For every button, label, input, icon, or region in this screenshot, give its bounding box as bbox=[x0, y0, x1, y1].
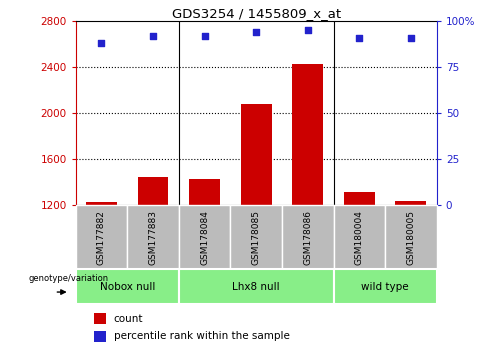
Bar bbox=[86, 202, 117, 205]
Bar bbox=[179, 269, 334, 304]
Bar bbox=[334, 205, 385, 269]
Point bbox=[355, 35, 363, 41]
Bar bbox=[76, 269, 179, 304]
Bar bbox=[127, 205, 179, 269]
Text: Nobox null: Nobox null bbox=[100, 282, 155, 292]
Bar bbox=[344, 192, 375, 205]
Point bbox=[252, 29, 260, 35]
Text: genotype/variation: genotype/variation bbox=[29, 274, 109, 284]
Text: GSM178085: GSM178085 bbox=[252, 210, 261, 265]
Bar bbox=[395, 201, 427, 205]
Text: wild type: wild type bbox=[361, 282, 409, 292]
Bar bbox=[230, 205, 282, 269]
Text: GSM177882: GSM177882 bbox=[97, 210, 106, 265]
Point bbox=[149, 33, 157, 39]
Bar bbox=[282, 205, 334, 269]
Text: count: count bbox=[114, 314, 143, 324]
Point bbox=[304, 28, 312, 33]
Bar bbox=[241, 104, 272, 205]
Text: GSM180005: GSM180005 bbox=[407, 210, 415, 265]
Text: percentile rank within the sample: percentile rank within the sample bbox=[114, 331, 289, 341]
Text: GSM178084: GSM178084 bbox=[200, 210, 209, 265]
Bar bbox=[179, 205, 230, 269]
Text: GSM178086: GSM178086 bbox=[303, 210, 312, 265]
Bar bbox=[138, 177, 168, 205]
Bar bbox=[292, 64, 323, 205]
Text: Lhx8 null: Lhx8 null bbox=[232, 282, 280, 292]
Bar bbox=[385, 205, 437, 269]
Bar bbox=[94, 313, 106, 324]
Title: GDS3254 / 1455809_x_at: GDS3254 / 1455809_x_at bbox=[172, 7, 341, 20]
Bar bbox=[76, 205, 127, 269]
Point bbox=[201, 33, 208, 39]
Point bbox=[98, 40, 105, 46]
Text: GSM180004: GSM180004 bbox=[355, 210, 364, 265]
Point bbox=[407, 35, 415, 41]
Bar bbox=[94, 331, 106, 342]
Text: GSM177883: GSM177883 bbox=[148, 210, 158, 265]
Bar bbox=[334, 269, 437, 304]
Bar bbox=[189, 179, 220, 205]
